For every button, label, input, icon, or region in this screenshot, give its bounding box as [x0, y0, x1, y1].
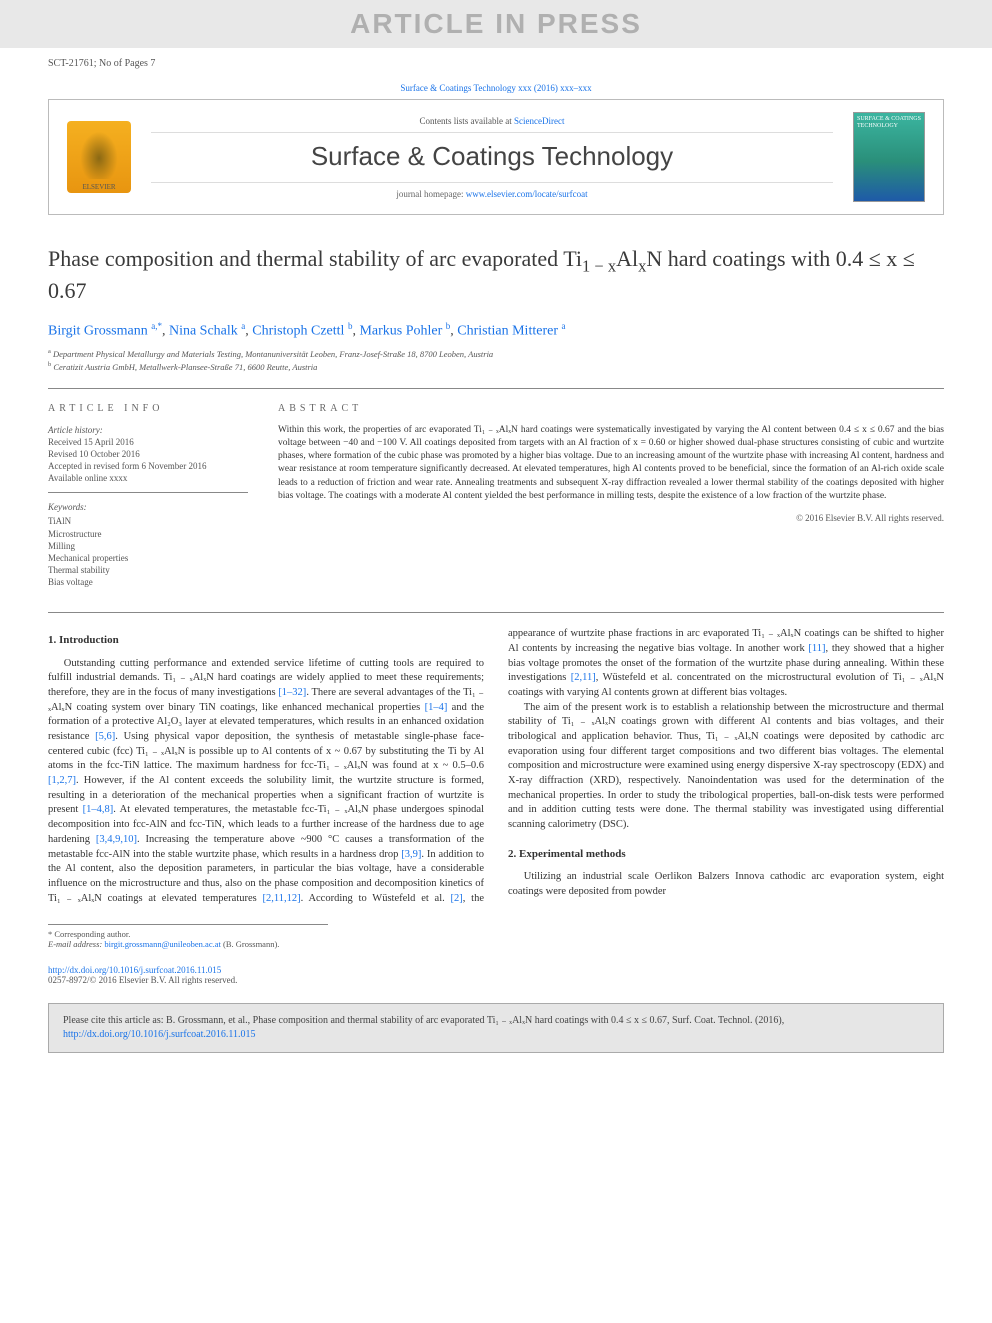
elsevier-logo-label: ELSEVIER — [82, 183, 115, 191]
affiliation-b: b Ceratizit Austria GmbH, Metallwerk-Pla… — [48, 361, 944, 374]
keyword-2: Microstructure — [48, 529, 101, 539]
abstract-copyright: © 2016 Elsevier B.V. All rights reserved… — [278, 513, 944, 523]
journal-cover-thumbnail: SURFACE & COATINGS TECHNOLOGY — [853, 112, 925, 202]
author-list: Birgit Grossmann a,*, Nina Schalk a, Chr… — [48, 321, 944, 340]
keyword-6: Bias voltage — [48, 577, 93, 587]
title-text-1: Phase composition and thermal stability … — [48, 246, 582, 271]
keyword-5: Thermal stability — [48, 565, 110, 575]
keywords-block: Keywords: TiAlN Microstructure Milling M… — [48, 501, 248, 588]
journal-ref-link[interactable]: Surface & Coatings Technology xxx (2016)… — [400, 83, 591, 93]
introduction-heading: 1. Introduction — [48, 633, 484, 648]
ref-1-4-8[interactable]: [1–4,8] — [83, 804, 114, 815]
keyword-1: TiAlN — [48, 516, 71, 526]
ref-3-4-9-10[interactable]: [3,4,9,10] — [96, 834, 137, 845]
citation-box: Please cite this article as: B. Grossman… — [48, 1003, 944, 1053]
author-3-affil: b — [348, 321, 353, 331]
ref-5-6[interactable]: [5,6] — [95, 731, 115, 742]
author-5-affil: a — [561, 321, 565, 331]
corresponding-star[interactable]: * — [157, 321, 162, 331]
body-text-columns: 1. Introduction Outstanding cutting perf… — [48, 627, 944, 906]
email-label: E-mail address: — [48, 939, 104, 949]
title-text-2: Al — [616, 246, 638, 271]
abstract-column: ABSTRACT Within this work, the propertie… — [278, 403, 944, 589]
journal-header-box: ELSEVIER Contents lists available at Sci… — [48, 99, 944, 215]
author-2-affil: a — [241, 321, 245, 331]
article-title: Phase composition and thermal stability … — [48, 245, 944, 305]
history-accepted: Accepted in revised form 6 November 2016 — [48, 461, 206, 471]
keyword-3: Milling — [48, 541, 75, 551]
keyword-4: Mechanical properties — [48, 553, 128, 563]
doi-link[interactable]: http://dx.doi.org/10.1016/j.surfcoat.201… — [48, 965, 221, 975]
experimental-paragraph-1: Utilizing an industrial scale Oerlikon B… — [508, 870, 944, 899]
title-sub-1: 1 − x — [582, 256, 616, 275]
abstract-text: Within this work, the properties of arc … — [278, 424, 944, 504]
separator-2 — [48, 612, 944, 613]
affiliation-a: a Department Physical Metallurgy and Mat… — [48, 348, 944, 361]
author-5[interactable]: Christian Mitterer — [457, 324, 558, 339]
cite-doi-link[interactable]: http://dx.doi.org/10.1016/j.surfcoat.201… — [63, 1029, 256, 1040]
author-1[interactable]: Birgit Grossmann — [48, 324, 148, 339]
author-4-affil: b — [446, 321, 451, 331]
contents-prefix: Contents lists available at — [420, 116, 514, 126]
journal-reference: Surface & Coatings Technology xxx (2016)… — [48, 83, 944, 93]
corresponding-suffix: (B. Grossmann). — [221, 939, 280, 949]
article-info-column: ARTICLE INFO Article history: Received 1… — [48, 403, 248, 589]
author-1-affil: a,* — [151, 321, 162, 331]
contents-available-line: Contents lists available at ScienceDirec… — [151, 116, 833, 133]
keywords-label: Keywords: — [48, 501, 248, 513]
watermark-banner: ARTICLE IN PRESS — [0, 0, 992, 48]
author-2[interactable]: Nina Schalk — [169, 324, 238, 339]
document-id: SCT-21761; No of Pages 7 — [48, 58, 944, 69]
history-label: Article history: — [48, 425, 103, 435]
ref-1-4[interactable]: [1–4] — [425, 702, 448, 713]
cite-text: Please cite this article as: B. Grossman… — [63, 1015, 784, 1026]
homepage-prefix: journal homepage: — [396, 189, 465, 199]
author-3[interactable]: Christoph Czettl — [252, 324, 344, 339]
journal-homepage: journal homepage: www.elsevier.com/locat… — [151, 182, 833, 199]
history-revised: Revised 10 October 2016 — [48, 449, 140, 459]
header-center: Contents lists available at ScienceDirec… — [151, 116, 833, 199]
article-history: Article history: Received 15 April 2016 … — [48, 424, 248, 494]
article-info-label: ARTICLE INFO — [48, 403, 248, 414]
doi-block: http://dx.doi.org/10.1016/j.surfcoat.201… — [48, 965, 944, 985]
corresponding-label: * Corresponding author. — [48, 929, 328, 939]
journal-name: Surface & Coatings Technology — [151, 141, 833, 172]
elsevier-logo: ELSEVIER — [67, 121, 131, 193]
issn-copyright: 0257-8972/© 2016 Elsevier B.V. All right… — [48, 975, 237, 985]
author-4[interactable]: Markus Pohler — [359, 324, 442, 339]
history-received: Received 15 April 2016 — [48, 437, 134, 447]
corresponding-author-footnote: * Corresponding author. E-mail address: … — [48, 924, 328, 949]
abstract-label: ABSTRACT — [278, 403, 944, 414]
ref-1-2-7[interactable]: [1,2,7] — [48, 775, 76, 786]
experimental-heading: 2. Experimental methods — [508, 847, 944, 862]
ref-3-9[interactable]: [3,9] — [401, 849, 421, 860]
ref-2-11-12[interactable]: [2,11,12] — [263, 893, 301, 904]
ref-2[interactable]: [2] — [451, 893, 463, 904]
separator-1 — [48, 388, 944, 389]
intro-paragraph-2: The aim of the present work is to establ… — [508, 701, 944, 833]
ref-2-11[interactable]: [2,11] — [571, 672, 596, 683]
homepage-link[interactable]: www.elsevier.com/locate/surfcoat — [466, 189, 588, 199]
info-abstract-row: ARTICLE INFO Article history: Received 1… — [48, 403, 944, 589]
ref-1-32[interactable]: [1–32] — [278, 687, 306, 698]
history-online: Available online xxxx — [48, 473, 127, 483]
page-content: SCT-21761; No of Pages 7 Surface & Coati… — [0, 58, 992, 1053]
corresponding-email-link[interactable]: birgit.grossmann@unileoben.ac.at — [104, 939, 221, 949]
ref-11[interactable]: [11] — [808, 643, 825, 654]
sciencedirect-link[interactable]: ScienceDirect — [514, 116, 564, 126]
